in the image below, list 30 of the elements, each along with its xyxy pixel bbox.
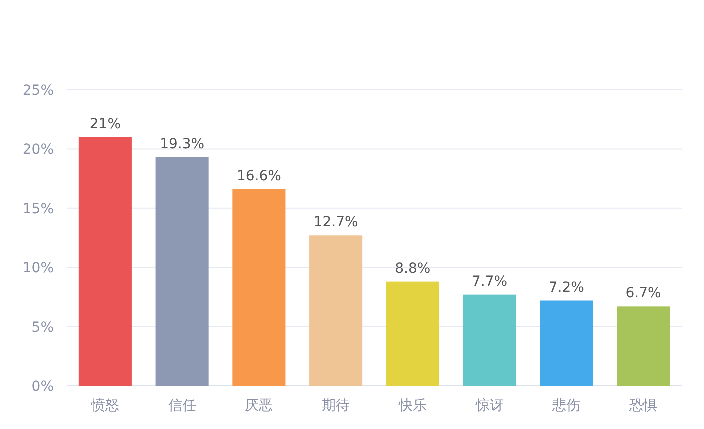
- y-tick-label: 20%: [22, 142, 54, 158]
- bar: [463, 294, 516, 386]
- x-tick-label: 快乐: [398, 398, 427, 414]
- x-tick-label: 愤怒: [90, 398, 120, 414]
- x-tick-label: 厌恶: [245, 398, 274, 414]
- data-label: 19.3%: [160, 136, 205, 152]
- x-tick-label: 期待: [322, 398, 350, 414]
- y-tick-label: 15%: [22, 201, 54, 218]
- y-tick-label: 0%: [32, 379, 54, 395]
- bar: [156, 157, 209, 386]
- y-tick-label: 5%: [32, 320, 54, 336]
- bar: [540, 300, 594, 386]
- data-label: 7.7%: [472, 274, 508, 290]
- x-tick-label: 悲伤: [552, 398, 581, 414]
- data-label: 21%: [90, 116, 121, 132]
- x-tick-label: 信任: [168, 398, 196, 414]
- bar: [617, 306, 670, 386]
- bar: [386, 282, 440, 386]
- data-label: 6.7%: [626, 286, 662, 302]
- y-tick-label: 25%: [22, 83, 54, 99]
- x-tick-label: 惊讶: [474, 398, 504, 414]
- bar: [78, 137, 132, 386]
- data-label: 8.8%: [395, 260, 431, 277]
- data-label: 12.7%: [314, 214, 358, 231]
- data-label: 7.2%: [548, 280, 584, 296]
- bar: [232, 189, 286, 386]
- data-label: 16.6%: [236, 168, 282, 184]
- bar: [310, 236, 363, 386]
- x-tick-label: 恐惧: [628, 398, 658, 414]
- y-tick-label: 10%: [22, 260, 54, 277]
